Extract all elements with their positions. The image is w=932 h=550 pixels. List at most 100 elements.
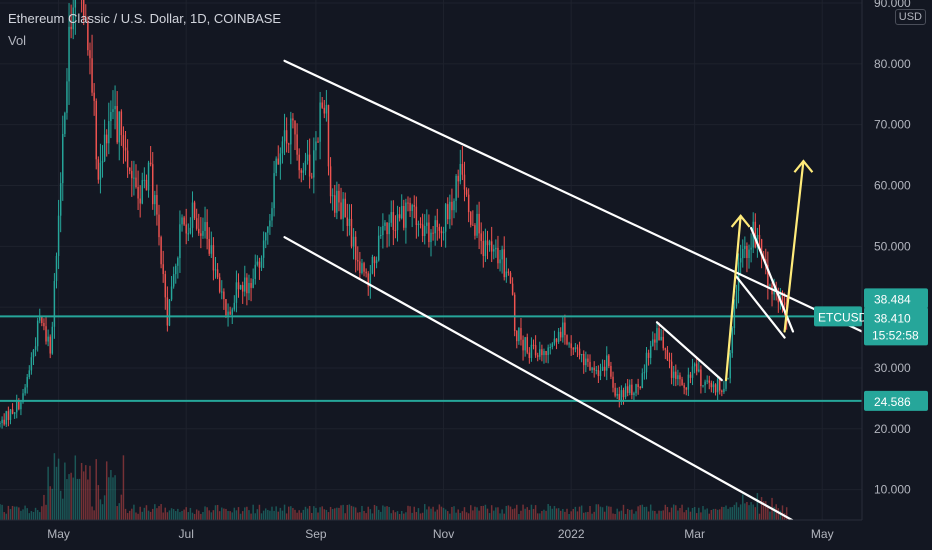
volume-bar xyxy=(532,508,535,520)
volume-bar xyxy=(666,506,669,520)
candle xyxy=(467,194,470,213)
volume-bar xyxy=(524,508,526,520)
candle xyxy=(43,323,45,327)
candle xyxy=(570,343,572,349)
candle xyxy=(377,235,380,261)
volume-bar xyxy=(451,506,453,520)
volume-bar xyxy=(400,510,403,520)
time-tick-label: May xyxy=(47,527,70,541)
candle xyxy=(664,348,667,350)
candle xyxy=(555,338,558,342)
volume-bar xyxy=(313,506,315,520)
volume-bar xyxy=(225,508,227,520)
candle xyxy=(585,358,587,366)
candle xyxy=(204,222,206,231)
volume-bar xyxy=(122,455,125,520)
candle xyxy=(5,411,8,425)
candle xyxy=(227,311,229,316)
volume-bar xyxy=(0,504,1,520)
candle xyxy=(327,104,330,167)
volume-bar xyxy=(26,508,28,520)
volume-bar xyxy=(302,509,305,520)
candle xyxy=(388,222,390,235)
time-tick-label: Mar xyxy=(684,527,705,541)
candle xyxy=(645,352,648,373)
candle xyxy=(436,220,439,228)
candle xyxy=(214,269,217,271)
volume-bar xyxy=(779,510,782,520)
horizontal-levels[interactable] xyxy=(0,315,862,402)
candle xyxy=(710,382,713,388)
candle xyxy=(461,163,464,175)
candle xyxy=(108,121,110,144)
volume-bar xyxy=(45,504,47,520)
candle xyxy=(528,352,531,358)
candle xyxy=(662,336,664,349)
candle xyxy=(593,367,595,371)
time-axis[interactable]: May Jul Sep Nov 2022 Mar May xyxy=(0,519,932,550)
volume-bar xyxy=(139,506,141,520)
volume-bar xyxy=(580,505,583,520)
volume-bar xyxy=(283,504,286,520)
volume-bar xyxy=(172,509,175,520)
volume-bar xyxy=(549,505,551,520)
volume-bar xyxy=(455,512,457,520)
currency-button[interactable]: USD xyxy=(894,9,926,25)
volume-bar xyxy=(591,513,593,520)
price-tick-label: 10.000 xyxy=(874,483,911,497)
volume-bar xyxy=(668,512,671,520)
candle xyxy=(641,373,644,389)
candle xyxy=(298,154,300,171)
volume-bar xyxy=(116,506,118,520)
volume-bar xyxy=(553,506,556,520)
projection-arrow xyxy=(724,214,742,382)
candle xyxy=(574,347,577,350)
volume-bar xyxy=(635,511,637,520)
volume-bar xyxy=(403,513,405,520)
volume-bar xyxy=(41,506,43,520)
candle xyxy=(451,201,453,211)
time-tick-label: 2022 xyxy=(558,527,585,541)
candle xyxy=(783,302,786,306)
candle xyxy=(373,256,376,264)
candle xyxy=(344,198,346,218)
candle xyxy=(718,379,721,391)
volume-bar xyxy=(315,507,317,520)
candle xyxy=(449,201,451,220)
candle xyxy=(154,195,156,205)
price-axis[interactable]: 10.00020.00030.00040.00050.00060.00070.0… xyxy=(861,0,932,550)
candle xyxy=(415,206,418,225)
volume-bar xyxy=(568,513,570,520)
candle xyxy=(99,162,102,180)
candle xyxy=(409,202,411,211)
volume-bar xyxy=(91,506,93,520)
level-badge-label: 24.586 xyxy=(874,395,911,409)
candle xyxy=(357,260,359,262)
candle xyxy=(530,344,533,358)
volume-bar xyxy=(474,506,476,520)
trend-drawings[interactable] xyxy=(283,59,864,534)
volume-bar xyxy=(85,465,87,520)
volume-bar xyxy=(564,511,566,520)
candle xyxy=(758,234,761,240)
candle xyxy=(681,379,683,386)
volume-bar xyxy=(72,477,74,520)
candle xyxy=(472,224,474,226)
volume-bar xyxy=(541,511,543,520)
candle xyxy=(444,204,447,232)
candle xyxy=(390,212,392,223)
volume-bar xyxy=(639,505,641,520)
volume-bar xyxy=(260,513,263,520)
candle xyxy=(725,378,727,389)
volume-bar xyxy=(168,510,171,520)
volume-bar xyxy=(216,504,219,520)
volume-bar xyxy=(781,505,784,520)
candle xyxy=(262,240,265,258)
volume-bar xyxy=(513,508,516,520)
volume-bar xyxy=(440,506,443,520)
volume-bar xyxy=(22,509,24,520)
volume-bar xyxy=(672,504,675,520)
volume-bar xyxy=(317,512,319,520)
volume-bar xyxy=(294,509,296,520)
